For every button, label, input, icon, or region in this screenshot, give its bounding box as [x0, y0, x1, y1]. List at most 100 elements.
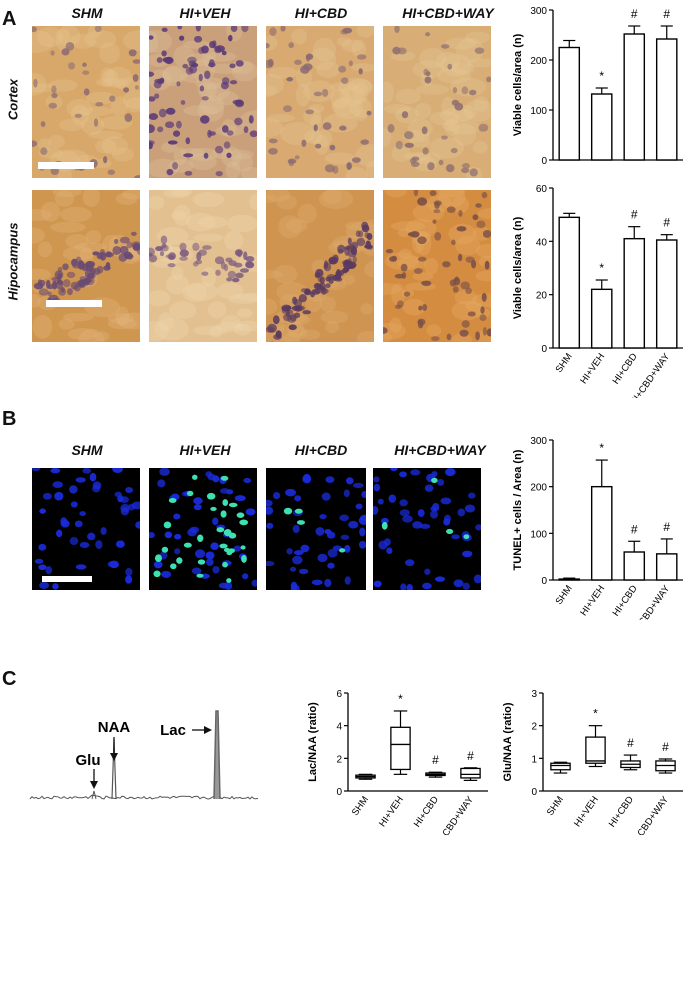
stained-cell: [204, 70, 211, 80]
stained-cell: [149, 140, 155, 146]
stained-cell: [226, 130, 234, 136]
tissue-texture: [110, 96, 128, 117]
tissue-texture: [149, 290, 171, 307]
stained-cell: [433, 209, 441, 214]
dapi-nucleus: [388, 494, 397, 503]
tunel-positive-cell: [294, 508, 303, 514]
stained-cell: [223, 141, 231, 149]
x-tick-label: HI+VEH: [578, 351, 607, 386]
stained-cell: [229, 63, 236, 69]
dapi-nucleus: [52, 481, 63, 489]
tissue-texture: [320, 310, 349, 324]
bar: [558, 578, 581, 581]
stained-cell: [314, 283, 322, 290]
dapi-nucleus: [457, 508, 466, 517]
stained-cell: [149, 96, 156, 102]
stained-cell: [62, 263, 69, 271]
stained-cell: [86, 272, 95, 280]
dapi-nucleus: [373, 506, 379, 515]
dapi-nucleus: [300, 544, 310, 553]
dapi-nucleus: [343, 489, 350, 498]
dapi-nucleus: [79, 541, 90, 548]
tissue-texture: [266, 85, 277, 98]
y-tick-label: 60: [536, 184, 548, 195]
dapi-nucleus: [344, 544, 351, 553]
dapi-nucleus: [380, 517, 389, 524]
stained-cell: [484, 260, 490, 270]
tissue-texture: [304, 129, 323, 144]
y-tick-label: 0: [541, 344, 547, 355]
stained-cell: [313, 91, 323, 97]
stained-cell: [128, 49, 137, 57]
stained-cell: [322, 88, 329, 97]
tissue-texture: [161, 142, 178, 153]
stained-cell: [475, 203, 482, 208]
tissue-texture: [107, 317, 138, 330]
naa-peak-label: NAA: [98, 719, 131, 736]
tissue-texture: [448, 119, 481, 135]
stained-cell: [94, 26, 102, 33]
stained-cell: [166, 168, 174, 176]
dapi-nucleus: [294, 495, 302, 502]
y-tick-label: 0: [531, 787, 537, 798]
dapi-nucleus: [290, 581, 298, 590]
dapi-nucleus: [60, 517, 68, 526]
dapi-nucleus: [205, 551, 215, 560]
stained-cell: [286, 77, 294, 82]
tissue-texture: [100, 67, 115, 88]
stained-cell: [418, 305, 423, 311]
tissue-texture: [62, 246, 95, 261]
stained-cell: [154, 93, 160, 99]
significance-marker: #: [631, 208, 638, 222]
stained-cell: [460, 281, 470, 290]
dapi-nucleus: [266, 560, 275, 567]
dapi-nucleus: [422, 582, 432, 590]
tissue-texture: [444, 118, 460, 136]
stained-cell: [407, 232, 415, 237]
tissue-texture: [169, 190, 193, 197]
tissue-texture: [348, 79, 373, 93]
stained-cell: [165, 107, 176, 115]
stained-cell: [156, 57, 163, 64]
stained-cell: [347, 237, 352, 245]
stained-cell: [51, 85, 57, 94]
dapi-nucleus: [302, 474, 312, 484]
stained-cell: [103, 156, 108, 164]
stained-cell: [51, 92, 58, 99]
scale-bar: [46, 300, 102, 307]
tissue-texture: [473, 96, 489, 112]
dapi-nucleus: [373, 483, 381, 492]
dapi-nucleus: [54, 491, 64, 501]
dapi-nucleus: [402, 515, 413, 523]
stained-cell: [196, 251, 202, 261]
stained-cell: [74, 113, 82, 118]
stained-cell: [474, 47, 485, 54]
stained-cell: [280, 26, 286, 32]
tissue-texture: [336, 37, 352, 46]
stained-cell: [434, 201, 440, 209]
glu-peak: [91, 790, 97, 800]
tissue-texture: [62, 312, 94, 322]
significance-marker: *: [599, 69, 604, 83]
stained-cell: [124, 113, 133, 123]
dapi-nucleus: [272, 491, 281, 500]
dapi-nucleus: [50, 468, 61, 474]
tunel-image-hiveh: [149, 468, 257, 590]
dapi-nucleus: [100, 527, 107, 535]
dapi-nucleus: [355, 503, 363, 510]
tissue-texture: [391, 283, 406, 306]
stained-cell: [421, 126, 428, 135]
tissue-texture: [365, 160, 374, 178]
stained-cell: [417, 236, 427, 245]
stained-cell: [161, 50, 167, 57]
dapi-nucleus: [417, 509, 425, 518]
stained-cell: [321, 287, 326, 292]
stained-cell: [215, 171, 223, 177]
dapi-nucleus: [399, 499, 408, 507]
dapi-nucleus: [212, 566, 220, 574]
dapi-nucleus: [95, 540, 103, 550]
tunel-positive-cell: [339, 548, 346, 553]
y-axis-label: Viable cells/area (n): [512, 216, 524, 319]
dapi-nucleus: [319, 513, 327, 520]
stained-cell: [465, 256, 475, 263]
